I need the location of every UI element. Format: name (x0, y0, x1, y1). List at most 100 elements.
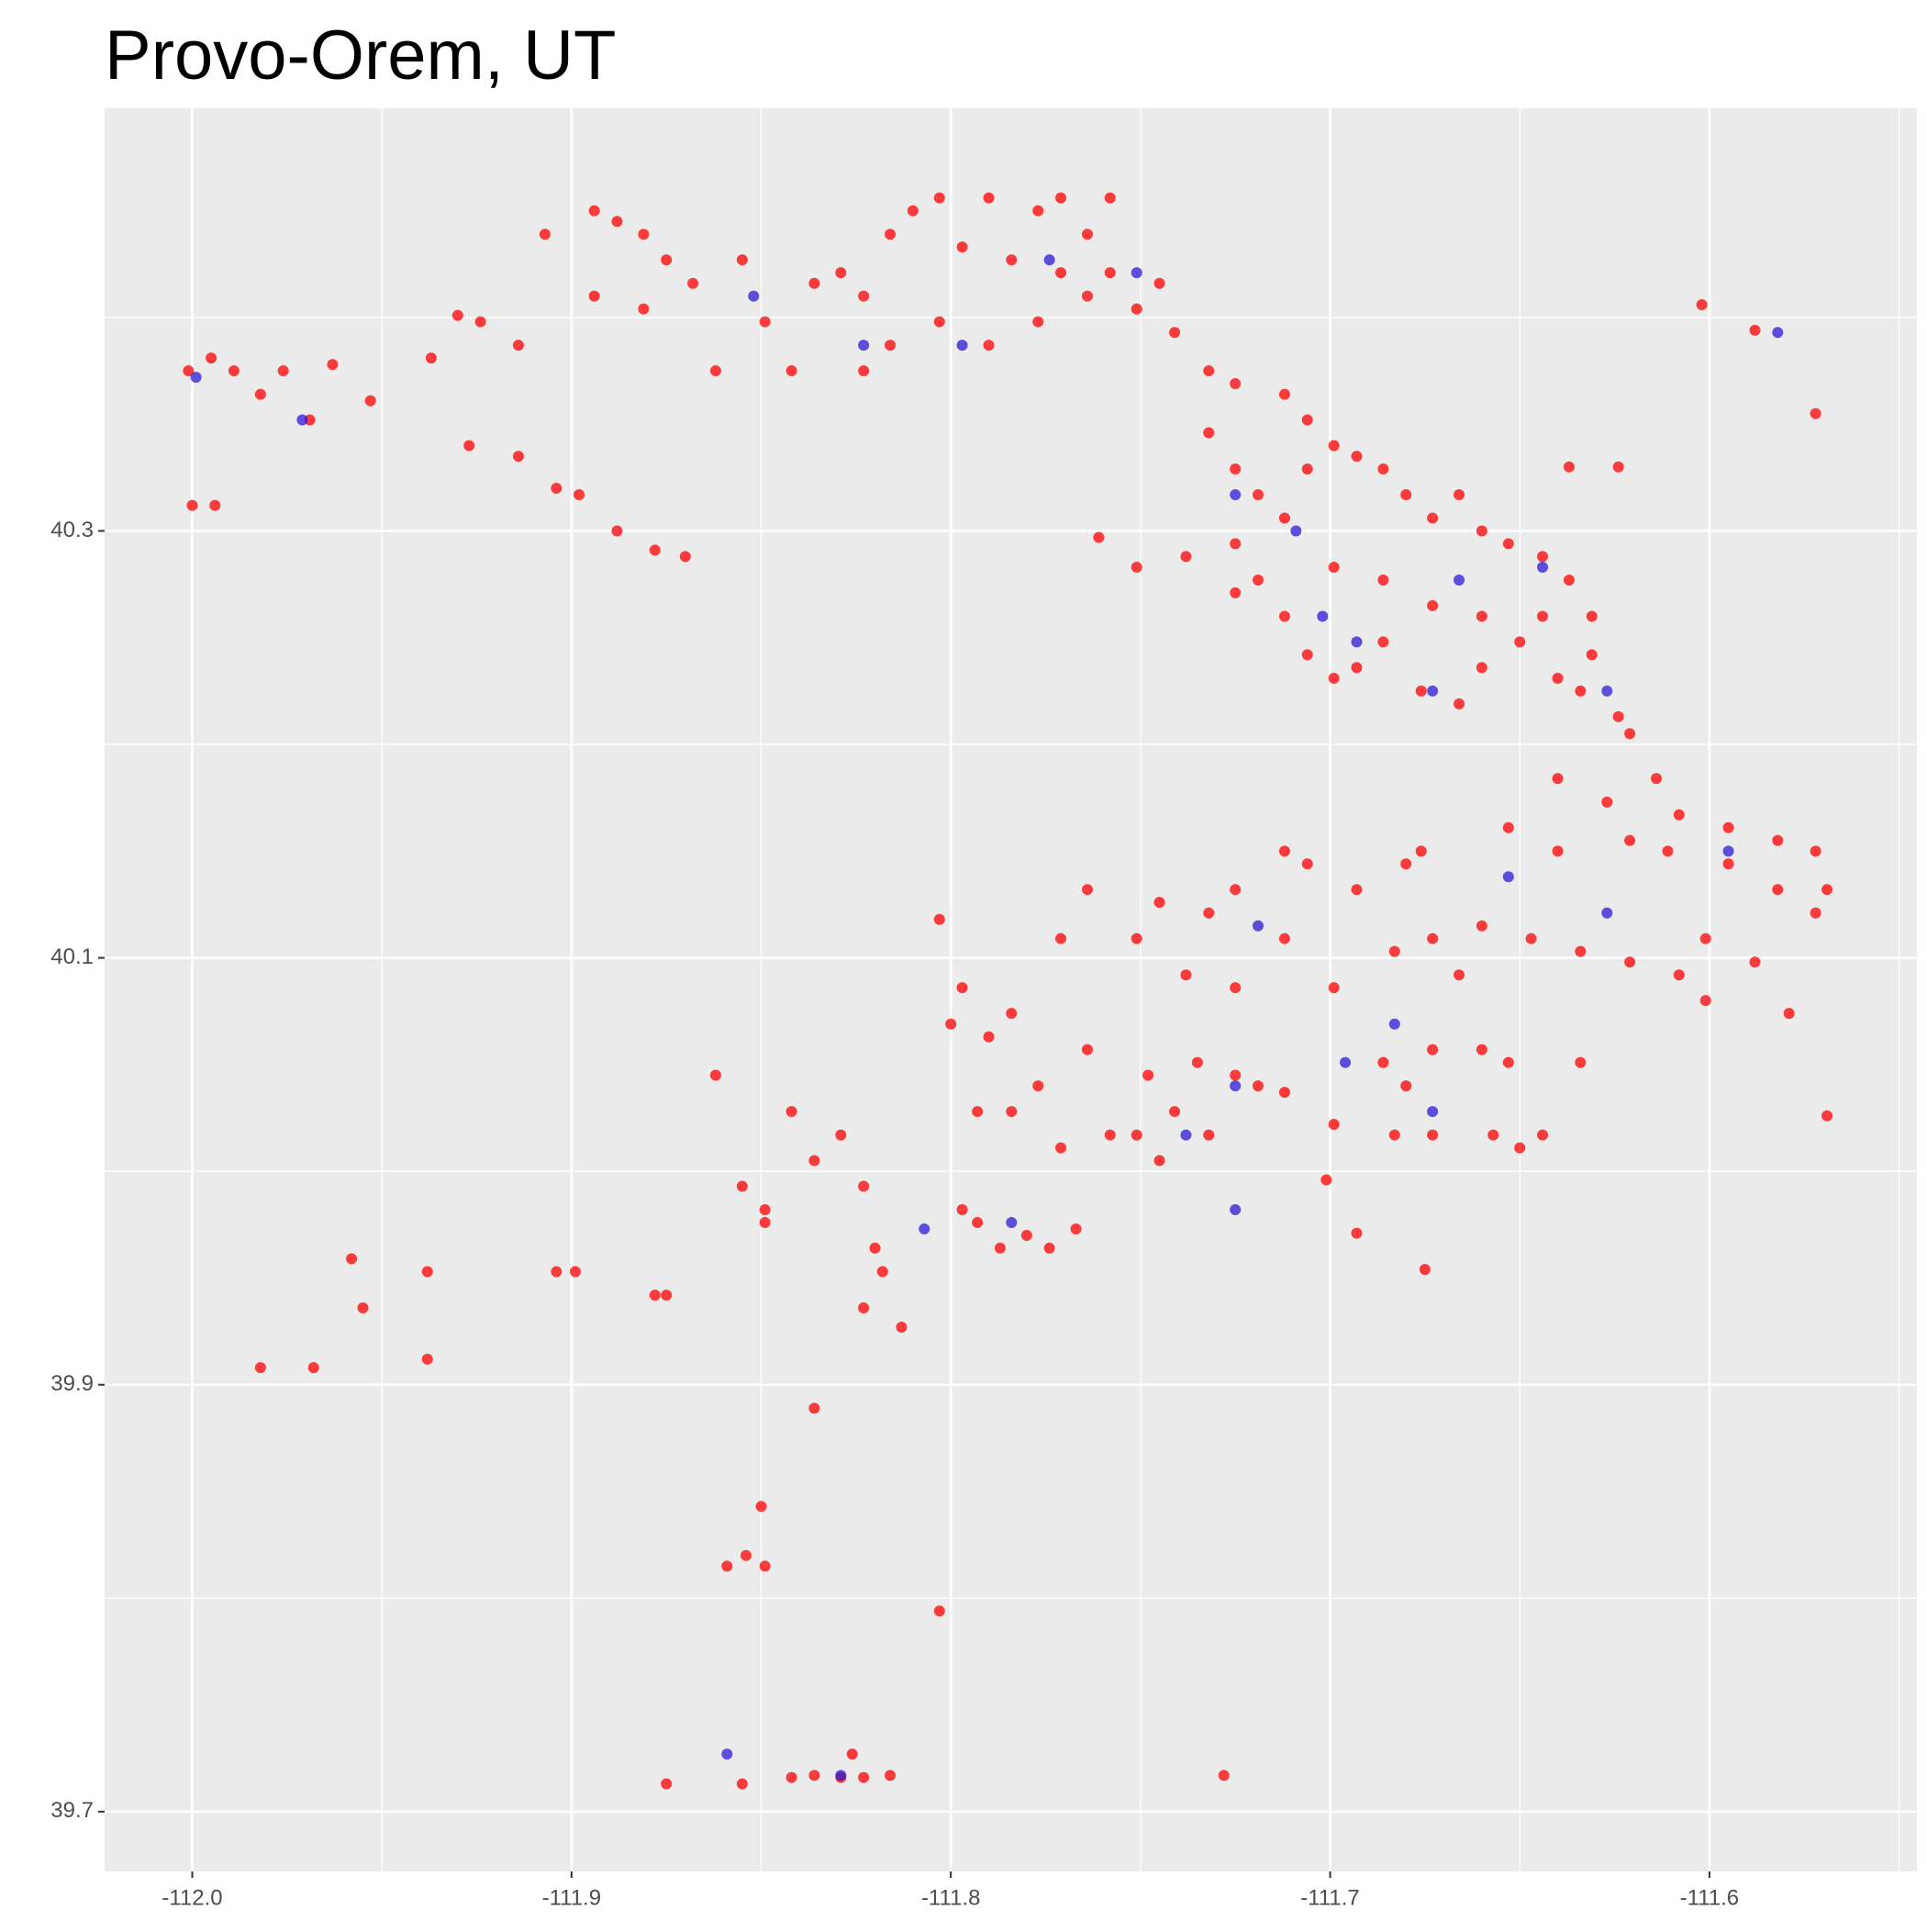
point (858, 1180, 870, 1192)
point (736, 254, 748, 266)
x-tick-label: -111.7 (1300, 1885, 1360, 1910)
point (1624, 728, 1636, 740)
point (1722, 821, 1734, 833)
point (785, 1771, 797, 1783)
point (1400, 858, 1412, 870)
point (1415, 845, 1427, 857)
point (451, 309, 463, 321)
point (1563, 574, 1575, 586)
point (1487, 1129, 1499, 1141)
point (1427, 512, 1439, 524)
point (611, 216, 623, 228)
point (983, 340, 995, 352)
point (327, 359, 339, 371)
point (1278, 1087, 1290, 1099)
point (1253, 488, 1264, 500)
point (721, 1748, 733, 1760)
point (1055, 1142, 1067, 1154)
point (1810, 907, 1821, 919)
point (1301, 463, 1313, 475)
point (1328, 440, 1340, 452)
point (808, 277, 820, 289)
y-tick-label: 39.9 (50, 1371, 94, 1396)
point (1722, 845, 1734, 857)
point (1810, 408, 1821, 419)
point (1586, 649, 1598, 661)
point (709, 1069, 721, 1081)
point (1377, 574, 1389, 586)
point (346, 1253, 358, 1265)
point (1020, 1229, 1032, 1241)
point (1043, 254, 1055, 266)
point (649, 544, 661, 556)
point (1552, 672, 1564, 684)
point (1104, 267, 1116, 279)
point (709, 365, 721, 377)
point (588, 205, 600, 217)
point (1601, 685, 1613, 697)
point (1502, 1056, 1514, 1068)
point (1180, 1129, 1192, 1141)
point (1320, 1174, 1332, 1186)
point (835, 1770, 847, 1781)
y-tick-label: 40.3 (50, 518, 94, 542)
point (1552, 845, 1564, 857)
point (1476, 920, 1487, 932)
point (1081, 884, 1093, 896)
point (1537, 610, 1549, 622)
point (638, 303, 650, 315)
point (1552, 773, 1564, 785)
point (983, 1031, 995, 1043)
point (661, 254, 673, 266)
point (896, 1321, 908, 1333)
point (1537, 551, 1549, 563)
point (425, 352, 437, 364)
point (1218, 1770, 1230, 1781)
point (1377, 463, 1389, 475)
point (736, 1778, 748, 1790)
point (983, 192, 995, 204)
point (1006, 1216, 1018, 1228)
point (1400, 1080, 1412, 1092)
point (1377, 1056, 1389, 1068)
point (885, 229, 897, 240)
point (858, 340, 870, 352)
point (1502, 871, 1514, 883)
point (1476, 662, 1487, 674)
point (1032, 205, 1044, 217)
point (1006, 1106, 1018, 1118)
point (1810, 845, 1821, 857)
point (1537, 1129, 1549, 1141)
point (1454, 488, 1465, 500)
point (1131, 1129, 1142, 1141)
x-tick-label: -112.0 (162, 1885, 222, 1910)
point (1230, 586, 1242, 598)
point (1290, 525, 1302, 537)
point (364, 395, 376, 407)
point (785, 1106, 797, 1118)
point (1230, 488, 1242, 500)
point (1821, 1110, 1833, 1122)
point (1104, 192, 1116, 204)
point (277, 365, 289, 377)
point (463, 440, 475, 452)
point (1699, 932, 1711, 944)
point (1230, 982, 1242, 994)
point (1081, 1044, 1093, 1055)
point (1131, 267, 1142, 279)
point (1388, 1018, 1400, 1030)
point (1601, 907, 1613, 919)
point (933, 1605, 945, 1617)
point (254, 388, 266, 400)
point (1328, 562, 1340, 574)
point (421, 1353, 433, 1365)
point (1624, 956, 1636, 968)
point (357, 1302, 369, 1314)
point (785, 365, 797, 377)
point (1142, 1069, 1154, 1081)
point (1454, 969, 1465, 981)
point (1575, 1056, 1587, 1068)
point (1427, 932, 1439, 944)
point (1070, 1223, 1082, 1234)
